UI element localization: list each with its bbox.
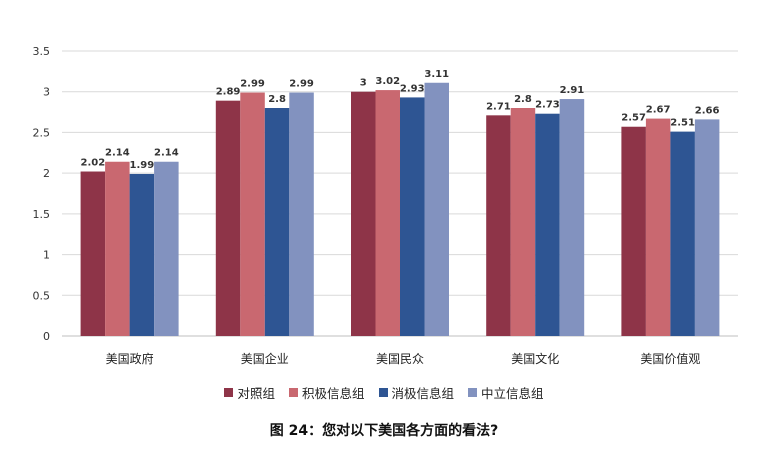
data-label: 2.8: [268, 94, 286, 105]
bar: [621, 126, 646, 336]
legend: 对照组 积极信息组 消极信息组 中立信息组: [0, 383, 768, 402]
data-label: 2.8: [514, 94, 532, 105]
y-tick-label: 2.5: [33, 126, 51, 139]
legend-item-neutral: 中立信息组: [468, 383, 544, 402]
data-label: 2.93: [400, 83, 425, 94]
legend-label-control: 对照组: [237, 386, 275, 401]
bar: [486, 115, 511, 336]
bar-chart: 00.511.522.533.52.022.141.992.14美国政府2.89…: [33, 45, 738, 366]
category-label: 美国政府: [106, 351, 154, 366]
bar: [215, 100, 241, 337]
category-label: 美国文化: [511, 351, 559, 366]
data-label: 3.11: [424, 69, 449, 80]
data-label: 2.99: [289, 79, 314, 90]
y-tick-label: 0: [43, 330, 50, 343]
bar: [670, 131, 695, 336]
data-label: 2.89: [216, 87, 241, 98]
bar: [264, 108, 290, 336]
category-label: 美国民众: [376, 352, 424, 366]
legend-item-negative: 消极信息组: [378, 383, 455, 402]
legend-swatch-control: [224, 388, 234, 397]
bar: [80, 171, 106, 336]
bar: [240, 92, 265, 337]
legend-swatch-negative: [378, 388, 388, 397]
data-label: 2.67: [646, 105, 671, 116]
bar: [510, 108, 536, 336]
data-label: 2.73: [535, 100, 560, 111]
bar: [559, 99, 585, 337]
bar: [400, 97, 425, 337]
data-label: 3: [360, 78, 367, 89]
bar: [129, 173, 155, 336]
legend-swatch-positive: [288, 388, 298, 397]
y-tick-label: 1.5: [33, 208, 51, 221]
legend-item-control: 对照组: [224, 383, 275, 402]
y-tick-label: 0.5: [33, 289, 51, 302]
data-label: 2.51: [670, 118, 695, 129]
category-label: 美国价值观: [640, 351, 700, 366]
bar: [645, 118, 671, 336]
data-label: 2.57: [621, 113, 646, 124]
data-label: 2.71: [486, 101, 511, 112]
data-label: 1.99: [130, 160, 155, 171]
bar: [351, 91, 376, 336]
bar: [154, 161, 179, 336]
data-label: 3.02: [375, 76, 400, 87]
data-label: 2.02: [81, 158, 106, 169]
data-label: 2.66: [695, 105, 720, 116]
data-label: 2.14: [154, 148, 179, 159]
data-label: 2.99: [240, 79, 265, 90]
legend-label-neutral: 中立信息组: [481, 386, 544, 401]
data-label: 2.14: [105, 148, 130, 159]
bar: [375, 90, 400, 336]
bar: [105, 161, 130, 336]
y-tick-label: 3.5: [33, 45, 51, 58]
legend-label-positive: 积极信息组: [301, 386, 365, 401]
legend-swatch-neutral: [468, 388, 478, 397]
legend-item-positive: 积极信息组: [288, 383, 365, 402]
chart-caption: 图 24：您对以下美国各方面的看法?: [269, 423, 499, 439]
y-tick-label: 2: [43, 167, 50, 180]
legend-label-negative: 消极信息组: [391, 386, 455, 401]
data-label: 2.91: [560, 85, 585, 96]
category-label: 美国企业: [241, 351, 289, 366]
y-tick-label: 1: [43, 249, 50, 262]
y-tick-label: 3: [43, 86, 50, 99]
bar: [289, 92, 314, 337]
bar: [694, 119, 720, 337]
bar: [424, 82, 449, 336]
bar: [535, 113, 560, 336]
